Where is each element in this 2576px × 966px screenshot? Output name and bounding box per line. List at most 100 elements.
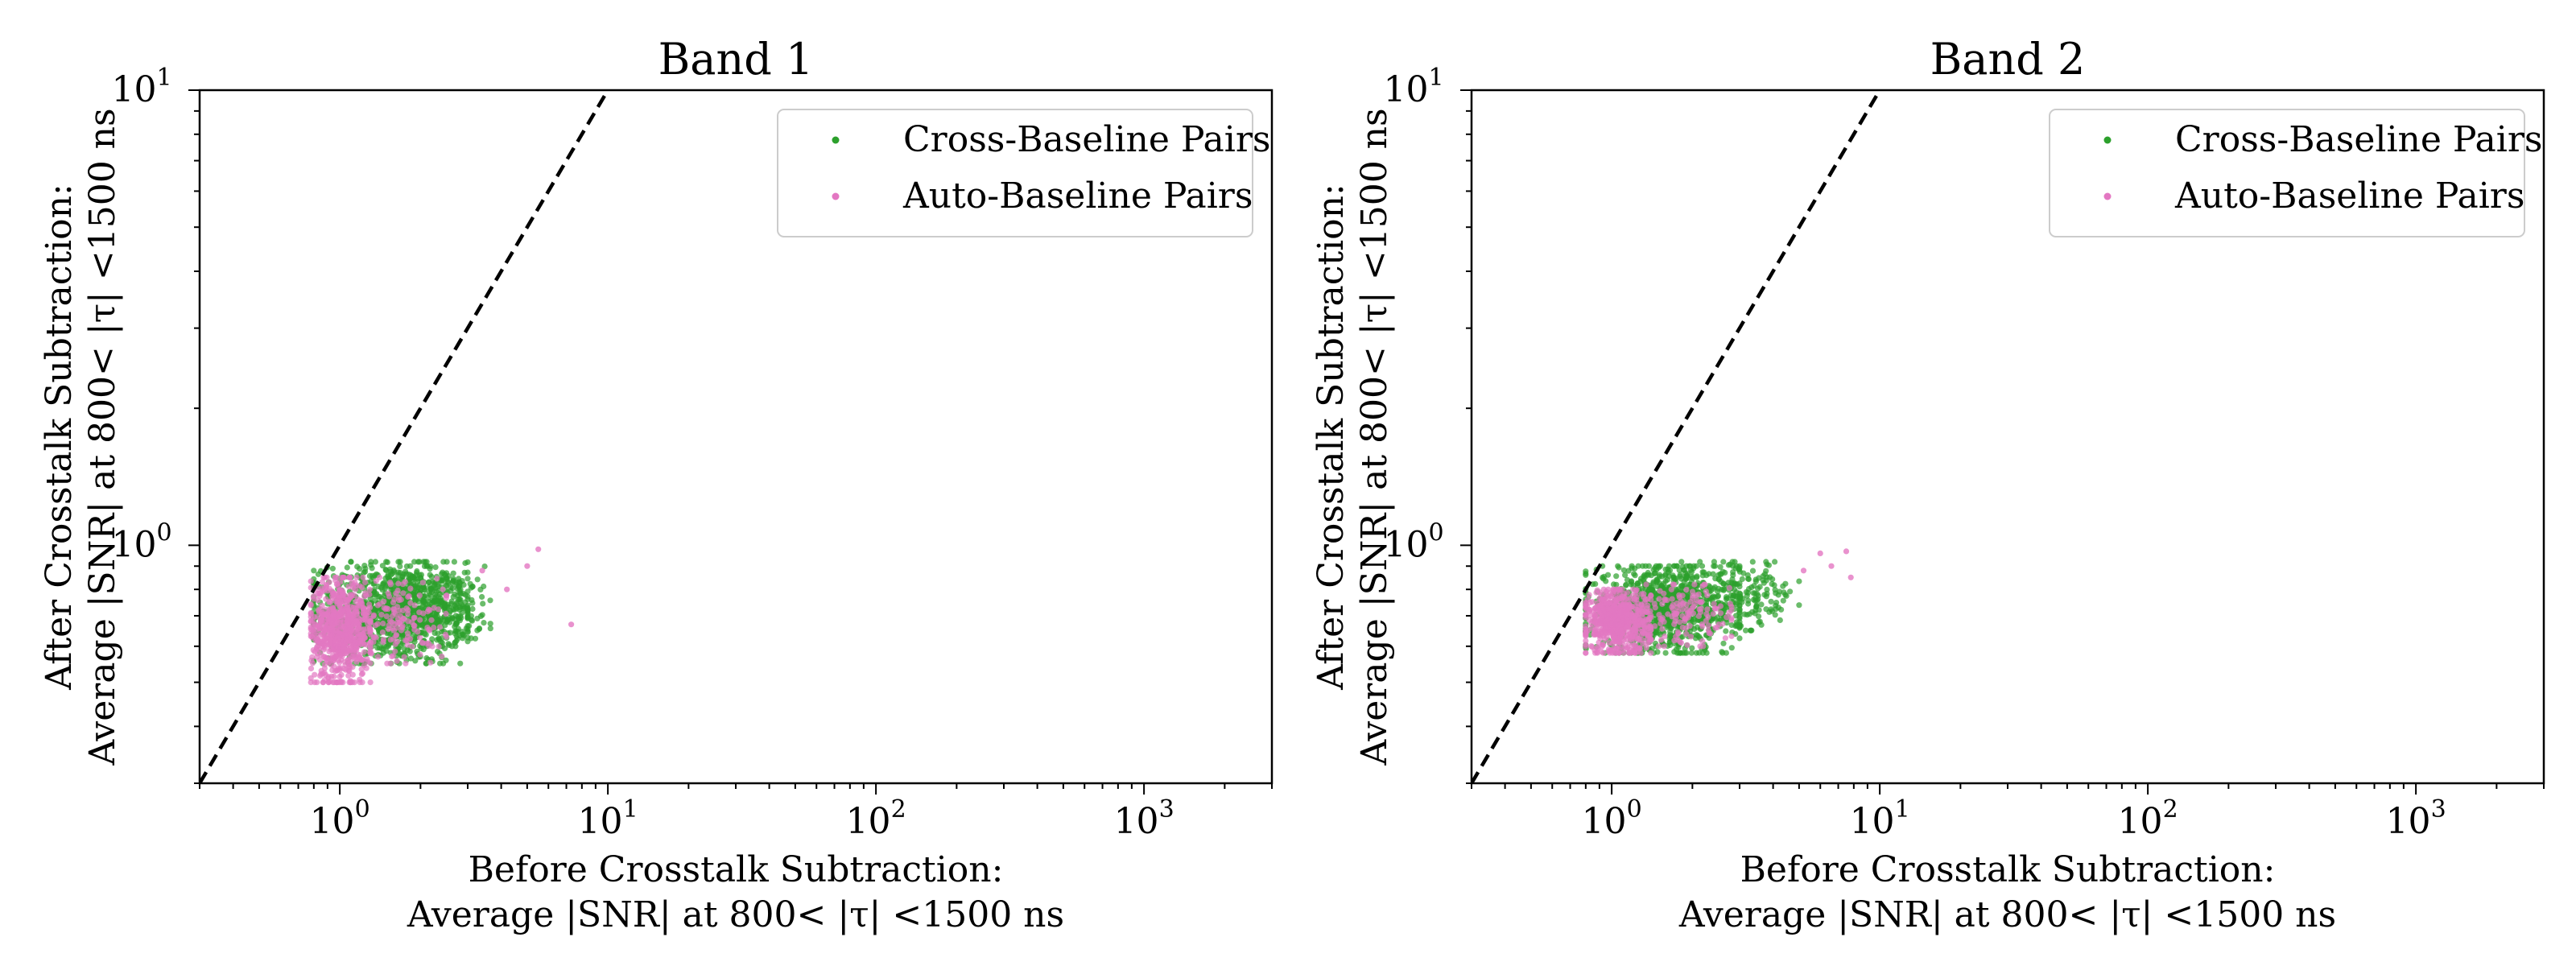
data-point bbox=[360, 574, 366, 580]
x-tick-label: 103 bbox=[1114, 795, 1174, 842]
data-point bbox=[455, 596, 461, 603]
data-point bbox=[1615, 563, 1621, 569]
data-point bbox=[379, 629, 386, 636]
data-point bbox=[409, 576, 415, 583]
band-1-panel: 100 101 102 103 100 101 Band 1 Before Crosstalk… bbox=[39, 34, 1274, 935]
data-point bbox=[1688, 650, 1695, 656]
data-point bbox=[1687, 563, 1694, 569]
data-point bbox=[326, 599, 332, 605]
data-point bbox=[444, 582, 450, 589]
data-point bbox=[466, 622, 473, 630]
data-point bbox=[1595, 631, 1601, 638]
data-point bbox=[1687, 599, 1694, 605]
data-point bbox=[407, 572, 414, 579]
data-point bbox=[1752, 595, 1759, 601]
data-point bbox=[1669, 596, 1675, 602]
data-point bbox=[407, 585, 414, 592]
data-point bbox=[435, 606, 442, 613]
data-point bbox=[458, 614, 464, 621]
data-point bbox=[1662, 633, 1668, 640]
data-point bbox=[1653, 579, 1660, 585]
data-point bbox=[1758, 601, 1765, 608]
data-point bbox=[1699, 569, 1706, 576]
data-point bbox=[1723, 628, 1729, 634]
legend-label: Auto-Baseline Pairs bbox=[902, 175, 1253, 217]
data-point bbox=[1669, 604, 1675, 610]
data-point bbox=[1689, 588, 1696, 595]
data-point bbox=[1682, 650, 1688, 656]
data-point bbox=[318, 667, 324, 674]
data-point bbox=[1718, 610, 1724, 617]
data-point bbox=[1690, 575, 1696, 581]
legend-frame bbox=[2049, 109, 2525, 237]
data-point bbox=[416, 609, 423, 616]
data-point bbox=[379, 563, 386, 569]
data-point bbox=[1644, 609, 1651, 616]
data-point bbox=[1828, 563, 1835, 569]
data-point bbox=[339, 574, 345, 580]
data-point bbox=[308, 602, 314, 609]
data-point bbox=[468, 635, 474, 642]
data-point bbox=[404, 642, 411, 648]
data-point bbox=[390, 653, 396, 659]
data-point bbox=[445, 617, 452, 623]
data-point bbox=[345, 606, 352, 613]
data-point bbox=[396, 597, 402, 604]
data-point bbox=[1723, 594, 1730, 601]
data-point bbox=[457, 660, 464, 667]
data-point bbox=[487, 621, 493, 627]
data-point bbox=[428, 617, 435, 623]
data-point bbox=[440, 586, 446, 592]
data-point bbox=[337, 665, 344, 671]
data-point bbox=[1632, 572, 1638, 579]
data-point bbox=[1686, 623, 1693, 630]
data-point bbox=[474, 615, 481, 621]
data-point bbox=[336, 610, 343, 617]
data-point bbox=[1645, 569, 1651, 576]
data-point bbox=[1639, 609, 1646, 615]
data-point bbox=[411, 602, 418, 609]
data-point bbox=[1730, 569, 1736, 576]
data-point bbox=[1605, 586, 1612, 592]
data-point bbox=[1687, 634, 1695, 640]
data-point bbox=[1587, 612, 1593, 619]
data-point bbox=[1592, 626, 1599, 633]
data-point bbox=[403, 605, 410, 612]
data-point bbox=[356, 625, 362, 632]
data-point bbox=[344, 564, 350, 571]
data-point bbox=[452, 630, 459, 637]
data-point bbox=[368, 578, 374, 584]
chart-title: Band 2 bbox=[1930, 34, 2086, 85]
data-point bbox=[1729, 576, 1736, 583]
data-point bbox=[1624, 611, 1631, 617]
data-point bbox=[1634, 580, 1641, 587]
data-point bbox=[340, 679, 346, 686]
data-point bbox=[1604, 605, 1611, 612]
data-point bbox=[1690, 610, 1697, 617]
y-axis-label: After Crosstalk Subtraction: bbox=[1311, 184, 1352, 691]
legend-marker bbox=[832, 136, 840, 144]
data-point bbox=[341, 658, 348, 665]
data-point bbox=[1662, 572, 1669, 579]
data-point bbox=[413, 572, 419, 579]
data-point bbox=[1701, 581, 1707, 588]
data-point bbox=[1723, 650, 1729, 656]
data-point bbox=[1710, 611, 1716, 617]
data-point bbox=[344, 601, 351, 608]
data-point bbox=[1717, 603, 1724, 609]
data-point bbox=[348, 559, 354, 565]
data-point bbox=[329, 565, 336, 572]
data-point bbox=[357, 566, 363, 572]
data-point bbox=[372, 622, 378, 629]
data-point bbox=[1603, 591, 1609, 597]
data-point bbox=[432, 584, 439, 592]
data-point bbox=[1753, 602, 1760, 609]
data-point bbox=[345, 613, 352, 619]
data-point bbox=[380, 580, 386, 587]
data-point bbox=[1667, 632, 1674, 638]
data-point bbox=[367, 679, 374, 686]
data-point bbox=[568, 621, 575, 628]
data-point bbox=[365, 658, 371, 665]
data-point bbox=[373, 578, 379, 584]
data-point bbox=[1796, 602, 1802, 609]
